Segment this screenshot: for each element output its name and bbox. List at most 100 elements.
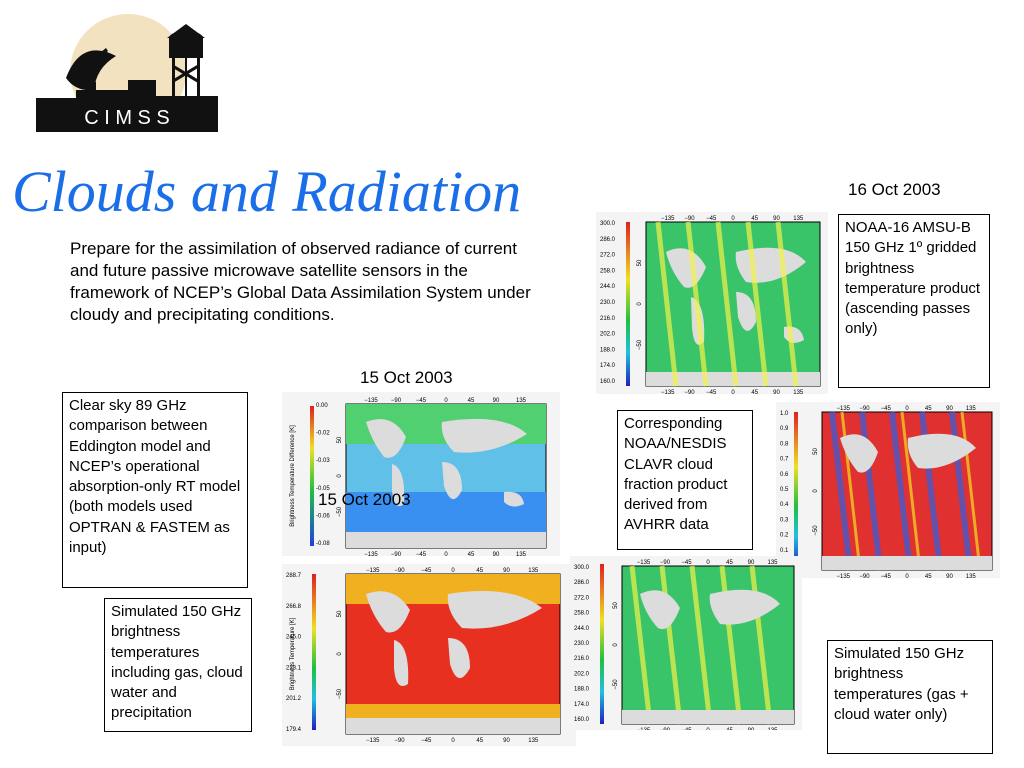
- colorbar-tick-label: 179.4: [286, 727, 302, 733]
- lon-tick-label-top: −90: [859, 406, 870, 412]
- lon-tick-label-bottom: −90: [859, 574, 870, 578]
- lon-tick-label-top: 45: [925, 406, 932, 412]
- colorbar-tick-label: 174.0: [574, 702, 590, 708]
- lat-tick-label: 50: [337, 610, 343, 617]
- lon-tick-label-top: −90: [660, 560, 671, 566]
- lon-tick-label-bottom: 90: [493, 552, 500, 556]
- lon-tick-label-top: −90: [394, 568, 405, 574]
- lat-tick-label: −50: [337, 506, 343, 517]
- lon-tick-label-top: −90: [684, 216, 695, 222]
- lon-tick-label-top: 90: [946, 406, 953, 412]
- lon-tick-label-top: −90: [391, 398, 402, 404]
- lat-tick-label: −50: [337, 688, 343, 699]
- colorbar-tick-label: 0.3: [780, 517, 789, 523]
- lon-tick-label-top: 0: [706, 560, 710, 566]
- colorbar-tick-label: 1.0: [780, 411, 789, 417]
- colorbar-tick-label: 201.2: [286, 696, 302, 702]
- cimss-logo: C I M S S: [36, 14, 218, 132]
- lon-tick-label-bottom: −45: [706, 390, 717, 394]
- lon-tick-label-top: −45: [681, 560, 692, 566]
- lon-tick-label-bottom: −45: [881, 574, 892, 578]
- lon-tick-label-top: 45: [468, 398, 475, 404]
- cimss-logo-text: C I M S S: [84, 107, 170, 129]
- lon-tick-label-top: 135: [528, 568, 539, 574]
- lon-tick-label-bottom: 135: [516, 552, 527, 556]
- lon-tick-label-top: −45: [416, 398, 427, 404]
- colorbar-tick-label: 272.0: [574, 595, 590, 601]
- colorbar-tick-label: 160.0: [574, 717, 590, 723]
- noaa16-caption: NOAA-16 AMSU-B 150 GHz 1º gridded bright…: [845, 219, 981, 338]
- lon-tick-label-bottom: 90: [503, 738, 510, 744]
- lat-tick-label: −50: [613, 679, 619, 690]
- colorbar-tick-label: 286.0: [600, 237, 616, 243]
- lat-tick-label: 0: [337, 474, 343, 478]
- sim-precip-caption-box: Simulated 150 GHz brightness temperature…: [104, 598, 252, 732]
- lon-tick-label-bottom: 0: [444, 552, 448, 556]
- lon-tick-label-bottom: 45: [925, 574, 932, 578]
- colorbar-tick-label: 188.0: [574, 687, 590, 693]
- lon-tick-label-top: 0: [905, 406, 909, 412]
- lat-tick-label: 0: [613, 643, 619, 647]
- colorbar-tick-label: 300.0: [600, 221, 616, 227]
- simulated-gas-cloud-brightness-map: −135 −135 −90 −90 −45 −45 0 0 45 45 90 90 135 135 50 0 −…: [570, 556, 802, 730]
- colorbar-tick-label: 266.8: [286, 604, 302, 610]
- lon-tick-label-top: 0: [451, 568, 455, 574]
- lon-tick-label-bottom: −135: [836, 574, 850, 578]
- lon-tick-label-top: −135: [637, 560, 651, 566]
- lon-tick-label-top: 135: [966, 406, 977, 412]
- lon-tick-label-bottom: 90: [748, 728, 755, 730]
- colorbar-tick-label: 244.0: [574, 626, 590, 632]
- lat-tick-label: 0: [637, 302, 643, 306]
- lon-tick-label-top: 45: [726, 560, 733, 566]
- colorbar-tick-label: 0.1: [780, 548, 789, 554]
- lon-tick-label-bottom: 135: [528, 738, 539, 744]
- sim-gas-cloud-caption-box: Simulated 150 GHz brightness temperature…: [827, 640, 993, 754]
- lon-tick-label-bottom: 45: [726, 728, 733, 730]
- colorbar-tick-label: 202.0: [574, 671, 590, 677]
- colorbar-tick-label: 272.0: [600, 253, 616, 259]
- lat-tick-label: 0: [813, 489, 819, 493]
- lon-tick-label-bottom: 135: [767, 728, 778, 730]
- colorbar-axis-label: Brightness Temperature [K]: [290, 617, 296, 690]
- noaa16-caption-box: NOAA-16 AMSU-B 150 GHz 1º gridded bright…: [838, 214, 990, 388]
- lon-tick-label-bottom: 45: [468, 552, 475, 556]
- amsu-b-brightness-map: −135 −135 −90 −90 −45 −45 0 0 45 45 90 90 135 135 50 0 −…: [596, 212, 828, 394]
- clavr-cloud-fraction-map: −135 −135 −90 −90 −45 −45 0 0 45 45 90 90 135 135 50 0 −…: [776, 402, 1000, 578]
- colorbar-tick-label: 216.0: [600, 316, 616, 322]
- lon-tick-label-bottom: −45: [416, 552, 427, 556]
- lat-tick-label: 50: [637, 259, 643, 266]
- colorbar-tick-label: 0.00: [316, 403, 328, 409]
- colorbar-tick-label: 0.2: [780, 533, 789, 539]
- clear-sky-caption-box: Clear sky 89 GHz comparison between Eddi…: [62, 392, 248, 588]
- clavr-caption: Corresponding NOAA/NESDIS CLAVR cloud fr…: [624, 415, 728, 534]
- lon-tick-label-top: 90: [503, 568, 510, 574]
- lon-tick-label-bottom: 90: [946, 574, 953, 578]
- lon-tick-label-bottom: −135: [637, 728, 651, 730]
- lon-tick-label-bottom: −135: [661, 390, 675, 394]
- date-label-15oct-overlap: 15 Oct 2003: [318, 490, 411, 509]
- lat-tick-label: −50: [637, 339, 643, 350]
- colorbar-tick-label: 258.0: [600, 268, 616, 274]
- sim-precip-caption: Simulated 150 GHz brightness temperature…: [111, 603, 243, 722]
- clavr-caption-box: Corresponding NOAA/NESDIS CLAVR cloud fr…: [617, 410, 753, 550]
- colorbar-tick-label: 202.0: [600, 332, 616, 338]
- colorbar-tick-label: 244.0: [600, 284, 616, 290]
- lon-tick-label-top: 135: [516, 398, 527, 404]
- lon-tick-label-top: 45: [476, 568, 483, 574]
- colorbar-tick-label: 160.0: [600, 379, 616, 385]
- lon-tick-label-top: 90: [748, 560, 755, 566]
- lon-tick-label-bottom: 135: [966, 574, 977, 578]
- colorbar-axis-label: Brightness Temperature Difference [K]: [290, 425, 296, 527]
- colorbar-tick-label: 230.0: [574, 641, 590, 647]
- colorbar-tick-label: 245.0: [286, 635, 302, 641]
- lon-tick-label-top: 135: [793, 216, 804, 222]
- colorbar-tick-label: 0.5: [780, 487, 789, 493]
- lon-tick-label-top: 45: [751, 216, 758, 222]
- colorbar-tick-label: 0.4: [780, 502, 789, 508]
- lat-tick-label: 50: [613, 602, 619, 609]
- lon-tick-label-bottom: 90: [773, 390, 780, 394]
- page-title: Clouds and Radiation: [12, 159, 522, 224]
- lat-tick-label: 50: [337, 436, 343, 443]
- colorbar-tick-label: -0.02: [316, 431, 330, 437]
- colorbar-tick-label: -0.05: [316, 486, 330, 492]
